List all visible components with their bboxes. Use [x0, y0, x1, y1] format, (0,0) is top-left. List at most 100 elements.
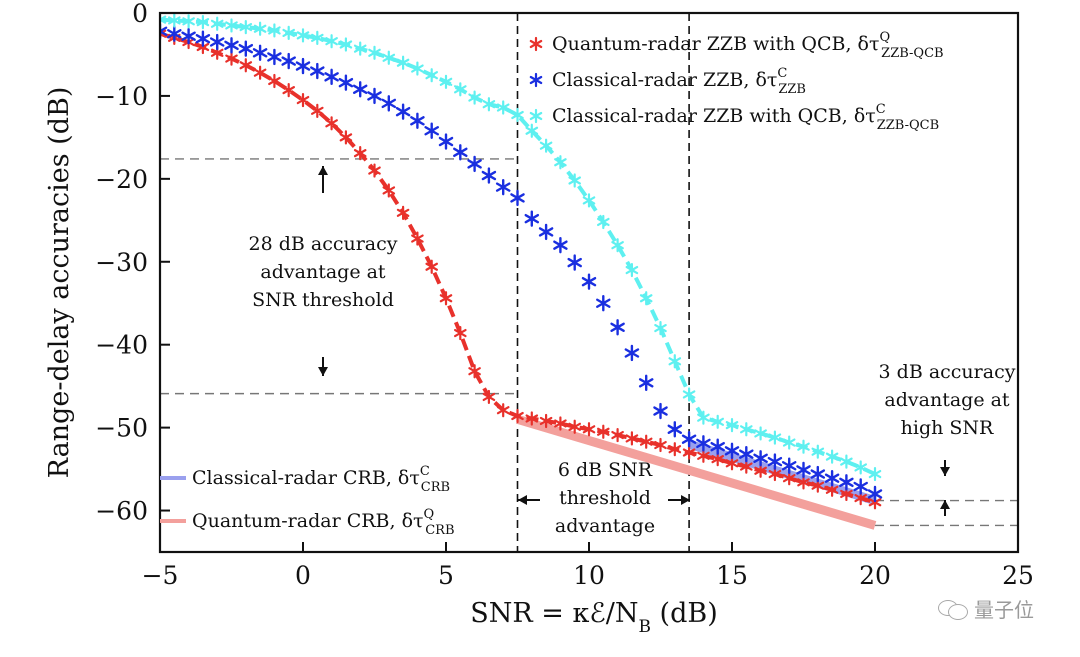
data-point — [725, 456, 739, 471]
data-point — [439, 74, 453, 89]
x-title-unit: (dB) — [651, 598, 718, 629]
watermark-text: 量子位 — [974, 598, 1034, 622]
annotation-text: SNR threshold — [252, 289, 394, 311]
data-point — [667, 421, 683, 438]
data-point — [639, 434, 653, 449]
y-tick-label: −60 — [95, 497, 148, 526]
legend-sup: Q — [879, 30, 890, 45]
data-point — [681, 431, 697, 448]
x-tick-label: −5 — [142, 561, 179, 590]
data-point — [868, 466, 882, 482]
data-point — [581, 273, 597, 290]
legend-label-main: Quantum-radar ZZB with QCB, δτ — [552, 33, 879, 55]
data-point — [682, 387, 696, 402]
legend-sup: C — [777, 66, 787, 81]
data-point — [352, 81, 368, 98]
arrow-head — [518, 495, 527, 505]
legend-label: Classical-radar CRB, δτC CRB — [192, 464, 450, 495]
x-tick-label: 20 — [859, 561, 891, 590]
x-title-sub: B — [638, 617, 651, 637]
data-point — [582, 422, 596, 437]
data-point — [654, 437, 667, 453]
y-tick-label: −20 — [95, 165, 148, 194]
data-point — [424, 122, 439, 139]
data-point — [281, 52, 296, 70]
legend-sub: ZZB-QCB — [877, 118, 939, 133]
legend-item: Quantum-radar CRB, δτQ CRB — [160, 507, 455, 538]
data-point — [524, 210, 540, 227]
data-point — [611, 427, 624, 443]
x-tick-label: 10 — [573, 561, 605, 590]
data-point — [324, 68, 339, 86]
y-tick-label: 0 — [132, 0, 148, 28]
data-point — [411, 61, 424, 76]
data-point — [797, 439, 810, 454]
data-point — [296, 92, 310, 108]
data-point — [453, 144, 468, 161]
data-point — [639, 291, 653, 306]
data-point — [282, 83, 295, 98]
arrow-head — [318, 367, 328, 376]
data-point — [160, 13, 167, 27]
data-point — [454, 82, 467, 97]
data-point — [439, 291, 453, 306]
legend-marker — [529, 72, 543, 88]
data-point — [740, 459, 753, 474]
data-point — [768, 430, 782, 445]
data-point — [381, 95, 397, 112]
data-point — [396, 205, 410, 220]
legend: Quantum-radar ZZB with QCB, δτQ ZZB-QCBCl… — [160, 30, 944, 538]
data-point — [210, 16, 224, 31]
data-point — [840, 454, 853, 469]
data-point — [160, 26, 167, 41]
data-point — [754, 463, 767, 478]
x-tick-label: 25 — [1002, 561, 1034, 590]
data-point — [797, 475, 810, 490]
data-point — [668, 354, 682, 369]
legend-label: Classical-radar ZZB, δτC ZZB — [552, 66, 806, 97]
legend-sub: CRB — [421, 480, 450, 495]
annotation-text: advantage at — [884, 389, 1010, 411]
data-point — [410, 112, 425, 129]
data-point — [195, 30, 211, 47]
data-point — [182, 14, 195, 29]
data-point — [225, 51, 238, 66]
y-tick-label: −40 — [95, 331, 148, 360]
data-point — [697, 410, 710, 425]
data-point — [310, 62, 325, 80]
data-point — [181, 28, 196, 45]
data-point — [568, 173, 581, 188]
data-point — [568, 419, 581, 434]
data-point — [454, 325, 467, 341]
data-point — [782, 471, 796, 486]
data-point — [710, 438, 725, 455]
data-point — [668, 442, 682, 457]
annotation-text: 3 dB accuracy — [879, 361, 1016, 383]
legend-sub: ZZB-QCB — [881, 46, 943, 61]
legend-label-main: Quantum-radar CRB, δτ — [192, 510, 424, 532]
data-point — [368, 163, 381, 178]
data-point — [468, 90, 481, 105]
legend-sup: C — [420, 464, 430, 479]
legend-item: Classical-radar ZZB with QCB, δτC ZZB-QCB — [529, 102, 939, 133]
data-point — [238, 40, 254, 57]
axes: −5 0 5 10 15 20 250−10−20−30−40−50−60 — [95, 0, 1034, 590]
x-title-main: SNR = κℰ/N — [470, 598, 638, 629]
data-point — [638, 374, 654, 392]
x-tick-label: 15 — [716, 561, 748, 590]
data-point — [296, 28, 310, 43]
data-point — [781, 457, 797, 474]
legend-label-main: Classical-radar CRB, δτ — [192, 467, 420, 489]
data-point — [425, 259, 438, 274]
x-tick-label: 5 — [438, 561, 454, 590]
annotation-text: high SNR — [901, 417, 994, 439]
series-2 — [160, 13, 882, 482]
data-point — [367, 87, 382, 105]
data-point — [725, 418, 739, 433]
data-point — [554, 416, 567, 431]
data-point — [511, 107, 524, 123]
data-point — [796, 461, 811, 479]
series-line — [160, 17, 876, 476]
annotation-text: 6 dB SNR — [558, 459, 653, 481]
